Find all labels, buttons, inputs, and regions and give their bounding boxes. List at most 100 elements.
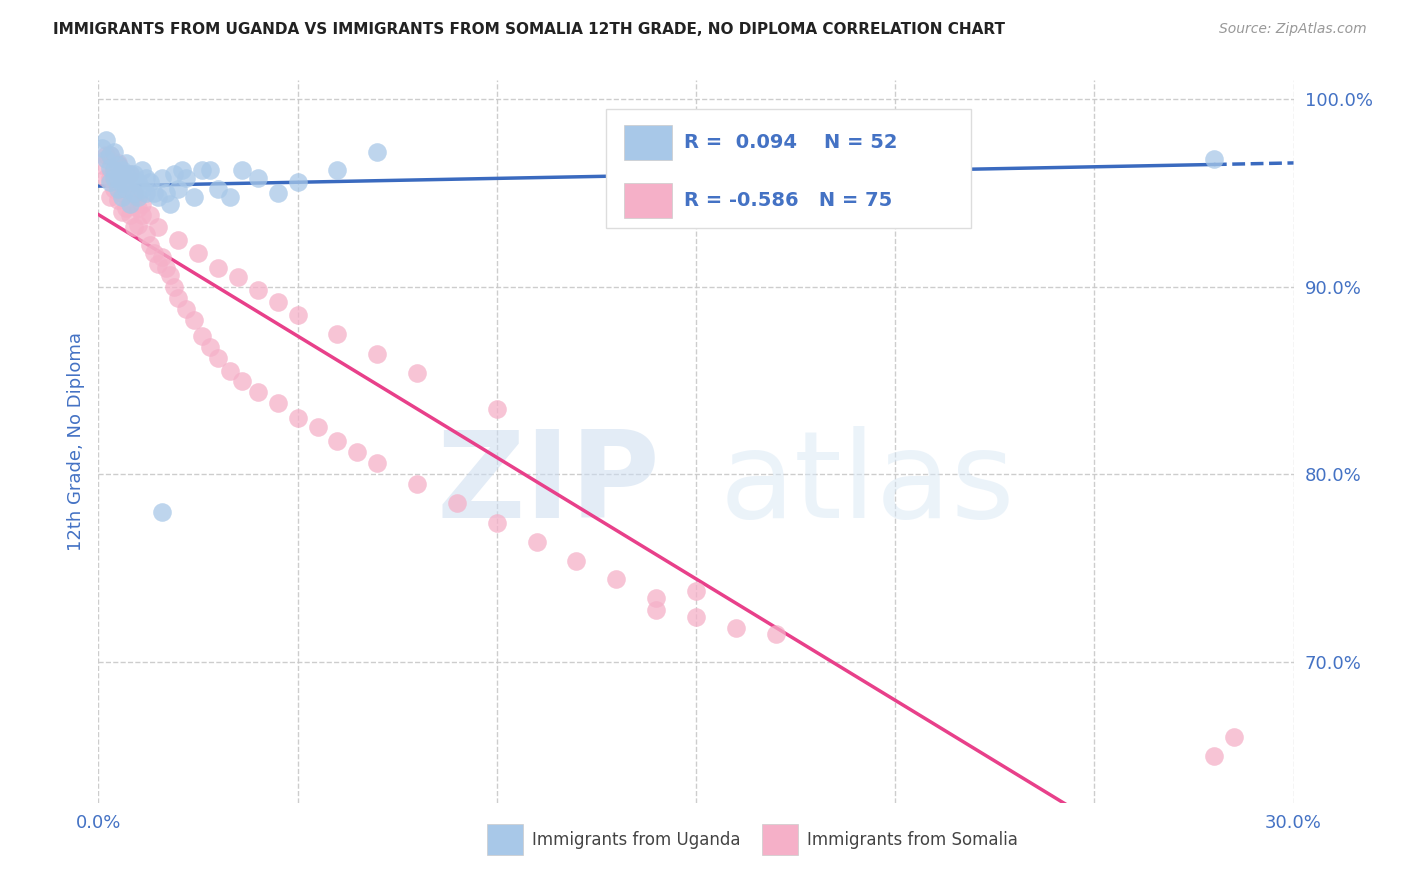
Point	[485, 516, 508, 531]
Point	[124, 167, 146, 181]
Point	[159, 197, 181, 211]
Point	[115, 201, 138, 215]
Text: IMMIGRANTS FROM UGANDA VS IMMIGRANTS FROM SOMALIA 12TH GRADE, NO DIPLOMA CORRELA: IMMIGRANTS FROM UGANDA VS IMMIGRANTS FRO…	[53, 22, 1005, 37]
Point	[267, 396, 290, 410]
Point	[267, 294, 290, 309]
Point	[135, 186, 157, 200]
Point	[326, 326, 349, 341]
Point	[198, 340, 221, 354]
Point	[148, 257, 170, 271]
Point	[366, 456, 388, 470]
Point	[287, 175, 309, 189]
Point	[131, 182, 153, 196]
Point	[485, 401, 508, 416]
Point	[150, 250, 173, 264]
Point	[187, 246, 209, 260]
Point	[267, 186, 290, 200]
Point	[148, 219, 170, 234]
Point	[765, 627, 787, 641]
Point	[127, 189, 149, 203]
Point	[143, 246, 166, 260]
Point	[246, 170, 269, 185]
Y-axis label: 12th Grade, No Diploma: 12th Grade, No Diploma	[66, 332, 84, 551]
Point	[167, 291, 190, 305]
Point	[107, 194, 129, 208]
Point	[135, 170, 157, 185]
Point	[120, 167, 142, 181]
Text: R =  0.094    N = 52: R = 0.094 N = 52	[685, 133, 897, 152]
Point	[163, 167, 186, 181]
Point	[107, 182, 129, 196]
Point	[326, 163, 349, 178]
Point	[107, 156, 129, 170]
Text: Source: ZipAtlas.com: Source: ZipAtlas.com	[1219, 22, 1367, 37]
Point	[605, 573, 627, 587]
Text: Immigrants from Uganda: Immigrants from Uganda	[533, 830, 741, 848]
Point	[103, 182, 125, 196]
Point	[120, 175, 142, 189]
Point	[198, 163, 221, 178]
Point	[150, 170, 173, 185]
Text: Immigrants from Somalia: Immigrants from Somalia	[807, 830, 1018, 848]
FancyBboxPatch shape	[624, 125, 672, 160]
Point	[155, 186, 177, 200]
Point	[191, 328, 214, 343]
Point	[96, 152, 118, 166]
Point	[159, 268, 181, 283]
Point	[326, 434, 349, 448]
Point	[685, 583, 707, 598]
Text: ZIP: ZIP	[436, 426, 661, 543]
Point	[446, 495, 468, 509]
Point	[167, 182, 190, 196]
Point	[124, 186, 146, 200]
Point	[111, 189, 134, 203]
Point	[135, 227, 157, 242]
Point	[155, 260, 177, 275]
FancyBboxPatch shape	[762, 824, 797, 855]
Point	[120, 167, 142, 181]
Point	[207, 260, 229, 275]
Point	[115, 167, 138, 181]
Point	[103, 163, 125, 178]
Point	[111, 186, 134, 200]
Point	[111, 204, 134, 219]
Point	[246, 284, 269, 298]
Point	[127, 201, 149, 215]
Point	[565, 554, 588, 568]
Point	[406, 476, 429, 491]
Point	[287, 411, 309, 425]
Point	[219, 189, 242, 203]
Point	[124, 219, 146, 234]
Point	[103, 170, 125, 185]
Point	[172, 163, 194, 178]
Point	[231, 374, 253, 388]
Point	[307, 420, 329, 434]
Point	[111, 177, 134, 191]
FancyBboxPatch shape	[624, 183, 672, 218]
Point	[645, 602, 668, 616]
Point	[107, 170, 129, 185]
Point	[115, 170, 138, 185]
Point	[287, 308, 309, 322]
Point	[139, 208, 162, 222]
Point	[174, 170, 197, 185]
Point	[107, 158, 129, 172]
Point	[115, 182, 138, 196]
Point	[96, 148, 118, 162]
Point	[98, 148, 122, 162]
Point	[148, 189, 170, 203]
Point	[98, 175, 122, 189]
Point	[183, 189, 205, 203]
Point	[124, 189, 146, 203]
Point	[127, 218, 149, 232]
Point	[724, 621, 747, 635]
Point	[91, 158, 114, 172]
Point	[131, 163, 153, 178]
Point	[150, 505, 173, 519]
Point	[120, 208, 142, 222]
Point	[685, 610, 707, 624]
Point	[91, 141, 114, 155]
Point	[346, 445, 368, 459]
Point	[191, 163, 214, 178]
Point	[163, 279, 186, 293]
